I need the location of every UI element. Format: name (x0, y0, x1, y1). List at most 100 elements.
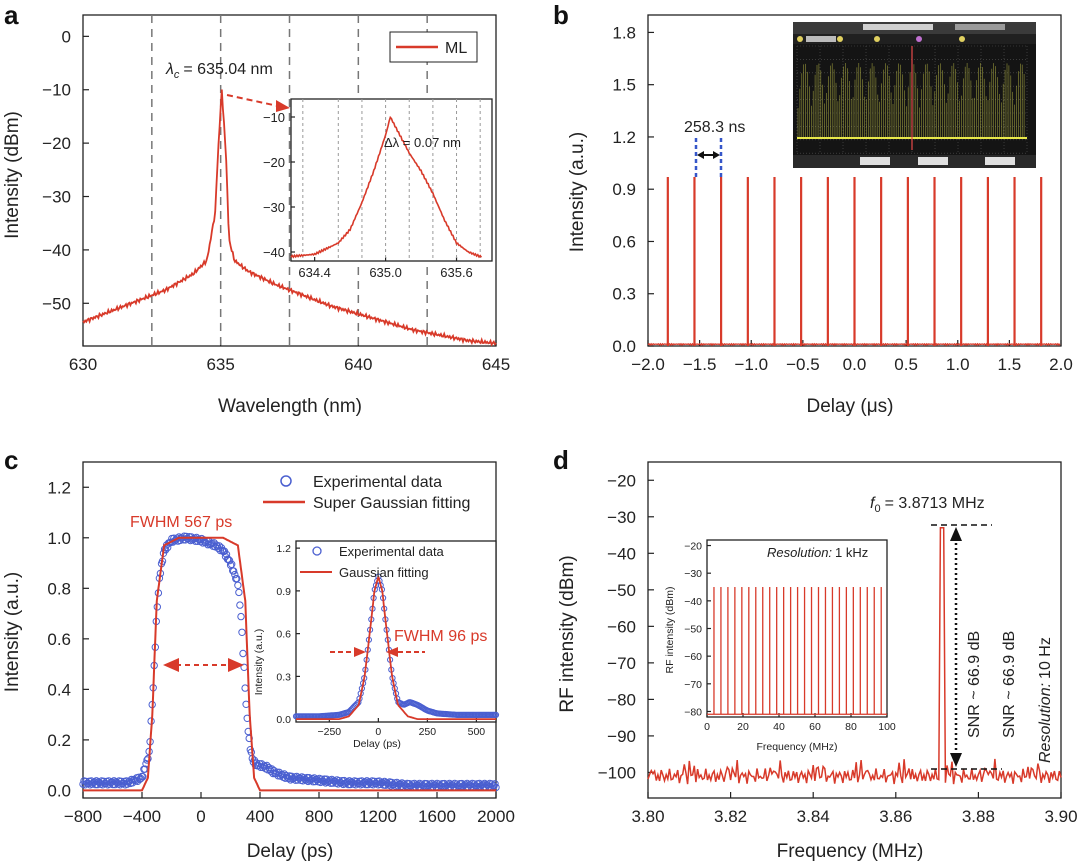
inset-d-resolution-word: Resolution: (767, 545, 832, 560)
inset-c-frame (295, 540, 497, 723)
data-point (236, 601, 244, 609)
data-point (182, 532, 191, 541)
inset-d-xtick-label: 20 (737, 721, 749, 733)
fwhm-main-label: FWHM 567 ps (130, 514, 232, 531)
data-point (241, 684, 249, 692)
inset-c-xtick-label: 250 (419, 726, 437, 738)
panel-d-inset: 0 20 40 60 80 100 −20 −30 −40 −50 −60 −70 −80 (684, 539, 896, 733)
panel-a-ylabel: Intensity (dBm) (2, 111, 23, 239)
panel-c: −800 −400 0 400 800 1200 1600 2000 0.0 0.2 0.4 0.6 0… (47, 461, 515, 826)
panel-a-legend: ML (389, 31, 478, 63)
panel-c-xlabel: Delay (ps) (247, 841, 334, 862)
panel-d-ytick-label: −100 (598, 763, 636, 782)
panel-d-ytick-label: −40 (607, 544, 636, 563)
f0-sym: f (870, 495, 876, 512)
panel-d-xtick-label: 3.82 (714, 807, 747, 826)
inset-c-ytick-label: 1.2 (276, 543, 291, 555)
data-point (139, 773, 147, 781)
panel-d-ytick-label: −20 (607, 471, 636, 490)
center-wavelength-sub: c (174, 69, 180, 81)
inset-d-xtick-label: 0 (704, 721, 710, 733)
inset-c-ytick-label: 0.6 (276, 629, 291, 641)
pulse-period-label: 258.3 ns (684, 119, 745, 136)
inset-a-xtick-label: 635.6 (440, 265, 473, 280)
inset-d-xtick-label: 40 (773, 721, 785, 733)
fwhm-inset-arrow (330, 647, 425, 657)
panel-b-xtick-label: −1.0 (734, 355, 768, 374)
panel-b-ytick-label: 0.9 (612, 180, 636, 199)
inset-d-ytick-label: −80 (684, 706, 702, 718)
panel-d-frame (647, 461, 1062, 799)
inset-c-legend-fit: Gaussian fitting (339, 565, 429, 580)
inset-c-ylabel: Intensity (a.u.) (253, 629, 265, 696)
panel-b-xtick-label: 2.0 (1049, 355, 1073, 374)
spectrum-line (82, 89, 497, 347)
panel-d-ytick-label: −50 (607, 581, 636, 600)
inset-d-ytick-label: −20 (684, 541, 702, 553)
panel-c-xtick-label: −400 (123, 807, 161, 826)
panel-c-xtick-label: 1200 (359, 807, 397, 826)
panel-b-ytick-label: 1.8 (612, 23, 636, 42)
zoom-arrow (226, 94, 290, 112)
panel-b-xtick-label: −0.5 (786, 355, 820, 374)
data-point (161, 546, 170, 554)
center-wavelength-sym: λ (165, 61, 174, 78)
inset-a-frame (290, 98, 493, 262)
panel-b-ytick-label: 0.6 (612, 232, 636, 251)
inset-c-ytick-label: 0.9 (276, 586, 291, 598)
data-point (340, 776, 348, 785)
snr-marker (931, 524, 1002, 770)
data-point (225, 556, 234, 565)
data-point (230, 567, 238, 575)
data-point (235, 588, 243, 597)
panel-b-xtick-label: 1.5 (998, 355, 1022, 374)
panel-c-xtick-label: 2000 (477, 807, 515, 826)
data-point (317, 775, 326, 783)
inset-c-ytick-label: 0.0 (276, 714, 291, 726)
center-wavelength-value: = 635.04 nm (183, 61, 272, 78)
center-wavelength-label: λc = 635.04 nm (165, 61, 273, 81)
panel-b-xtick-label: −1.5 (683, 355, 717, 374)
inset-d-ytick-label: −30 (684, 568, 702, 580)
panel-a-ytick-label: 0 (62, 27, 71, 46)
inset-d-xtick-label: 80 (845, 721, 857, 733)
panel-d-label: d (553, 445, 569, 475)
panel-b-ylabel: Intensity (a.u.) (567, 132, 588, 252)
inset-c-xtick-label: −250 (318, 726, 342, 738)
panel-c-inset-legend: Experimental data Gaussian fitting (300, 544, 445, 580)
panel-d-xtick-label: 3.84 (797, 807, 830, 826)
data-point (237, 612, 245, 621)
panel-b: −2.0 −1.5 −1.0 −0.5 0.0 0.5 1.0 1.5 2.0 0.0 0.3 0.6… (612, 14, 1073, 374)
rf-spectrum-line (647, 526, 1062, 785)
resolution-word: Resolution: (1037, 683, 1054, 763)
inset-d-xtick-label: 100 (878, 721, 896, 733)
panel-b-ytick-label: 1.5 (612, 76, 636, 95)
inset-a-ytick-label: −40 (263, 245, 285, 260)
data-point (335, 777, 343, 785)
panel-c-legend: Experimental data Super Gaussian fitting (263, 474, 470, 512)
panel-a-xtick-label: 640 (344, 355, 372, 374)
legend-c-exp-marker (280, 475, 292, 487)
panel-c-ylabel: Intensity (a.u.) (2, 572, 23, 692)
data-point (245, 734, 253, 743)
period-marker (694, 138, 723, 178)
inset-c-ytick-label: 0.3 (276, 671, 291, 683)
data-point (234, 581, 242, 589)
panel-d-ytick-label: −80 (607, 690, 636, 709)
data-point (231, 570, 239, 579)
inset-d-resolution: Resolution: 1 kHz (767, 545, 868, 560)
inset-fit-line (296, 576, 496, 720)
panel-c-label: c (4, 445, 18, 475)
panel-a: 630 635 640 645 0 −10 −20 −30 −40 −50 (42, 14, 510, 374)
inset-c-legend-exp: Experimental data (339, 544, 445, 559)
panel-a-ytick-label: −30 (42, 188, 71, 207)
inset-d-ytick-label: −50 (684, 624, 702, 636)
panel-c-xtick-label: 800 (305, 807, 333, 826)
inset-a-xtick-label: 634.4 (298, 265, 331, 280)
panel-a-xtick-label: 645 (482, 355, 510, 374)
inset-d-ylabel: RF intensity (dBm) (664, 587, 676, 674)
data-point (143, 756, 151, 764)
panel-c-ytick-label: 0.4 (47, 680, 71, 699)
panel-d: 3.80 3.82 3.84 3.86 3.88 3.90 −20 −30 −40 −50 −60 −… (598, 461, 1078, 826)
inset-d-xtick-label: 60 (809, 721, 821, 733)
